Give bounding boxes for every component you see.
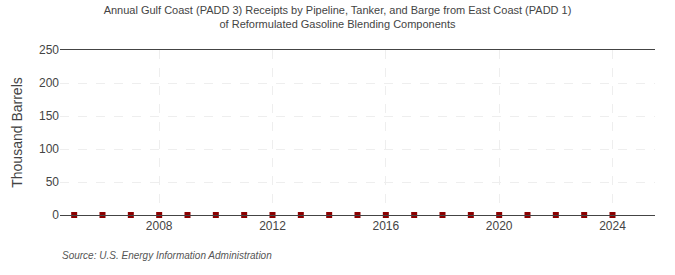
svg-text:50: 50 [46,175,60,189]
svg-text:250: 250 [39,43,59,57]
svg-text:2012: 2012 [259,219,286,233]
svg-text:2016: 2016 [372,219,399,233]
svg-text:200: 200 [39,76,59,90]
svg-text:2024: 2024 [599,219,626,233]
svg-text:Annual Gulf Coast (PADD 3) Rec: Annual Gulf Coast (PADD 3) Receipts by P… [104,4,572,30]
svg-text:2008: 2008 [146,219,173,233]
svg-text:150: 150 [39,109,59,123]
svg-text:Source: U.S. Energy Informatio: Source: U.S. Energy Information Administ… [62,250,272,261]
svg-text:2020: 2020 [486,219,513,233]
svg-text:0: 0 [52,208,59,222]
svg-text:100: 100 [39,142,59,156]
svg-text:Thousand Barrels: Thousand Barrels [9,77,25,188]
